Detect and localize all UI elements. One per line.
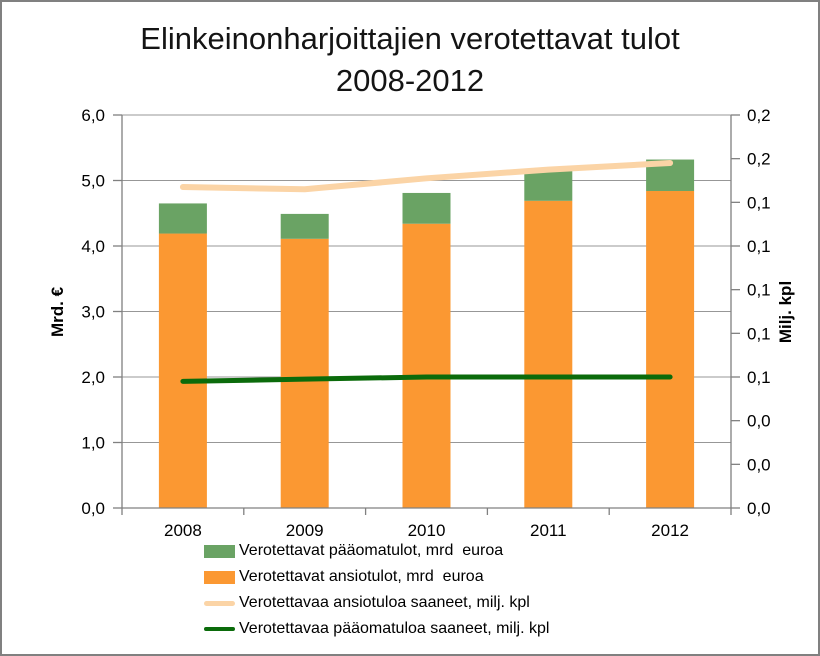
legend-item-paaomatulot-bar: Verotettavat pääomatulot, mrd euroa — [204, 538, 549, 564]
x-axis-category-label: 2010 — [408, 521, 446, 540]
legend-swatch-paaomatuloa-line — [204, 627, 235, 631]
bar-segment — [158, 233, 207, 508]
x-axis-category-label: 2012 — [651, 521, 689, 540]
legend-label: Verotettavat pääomatulot, mrd euroa — [239, 542, 504, 559]
left-axis-tick-label: 5,0 — [81, 172, 105, 191]
legend-item-ansiotulot-bar: Verotettavat ansiotulot, mrd euroa — [204, 564, 549, 590]
left-axis-tick-label: 1,0 — [81, 434, 105, 453]
right-axis-tick-label: 0,1 — [747, 324, 771, 343]
right-axis-tick-label: 0,1 — [747, 368, 771, 387]
left-axis-title: Mrd. € — [48, 286, 67, 337]
bar-segment — [402, 223, 451, 509]
bar-segment — [280, 238, 329, 509]
x-axis-category-label: 2008 — [164, 521, 202, 540]
legend-label: Verotettavaa pääomatuloa saaneet, milj. … — [239, 620, 550, 637]
right-axis-tick-label: 0,0 — [747, 412, 771, 431]
right-axis-title: Milj. kpl — [776, 281, 795, 343]
left-axis-tick-label: 3,0 — [81, 303, 105, 322]
x-axis-category-label: 2011 — [530, 521, 567, 540]
legend-swatch-ansiotuloa-line — [204, 600, 235, 606]
line-series — [179, 160, 674, 193]
legend-label: Verotettavaa ansiotuloa saaneet, milj. k… — [239, 594, 530, 611]
chart-title-line1: Elinkeinonharjoittajien verotettavat tul… — [140, 21, 680, 56]
legend-item-paaomatuloa-saaneet-line: Verotettavaa pääomatuloa saaneet, milj. … — [204, 616, 549, 642]
right-axis-tick-label: 0,2 — [747, 150, 771, 169]
legend-item-ansiotuloa-saaneet-line: Verotettavaa ansiotuloa saaneet, milj. k… — [204, 590, 549, 616]
chart-title: Elinkeinonharjoittajien verotettavat tul… — [2, 18, 818, 102]
left-axis-tick-label: 2,0 — [81, 368, 105, 387]
bar-segment — [158, 203, 207, 234]
left-axis-tick-label: 6,0 — [81, 106, 105, 125]
line-series — [180, 374, 673, 384]
legend-swatch-ansiotulot-bar — [204, 570, 235, 584]
bar-segment — [524, 170, 573, 201]
x-axis-category-label: 2009 — [286, 521, 324, 540]
bar-segment — [646, 190, 695, 509]
left-axis-tick-label: 4,0 — [81, 237, 105, 256]
right-axis-tick-label: 0,2 — [747, 106, 771, 125]
right-axis-tick-label: 0,1 — [747, 281, 771, 300]
right-axis-tick-label: 0,0 — [747, 499, 771, 518]
right-axis-tick-label: 0,1 — [747, 237, 771, 256]
legend: Verotettavat pääomatulot, mrd euroa Vero… — [204, 538, 549, 642]
legend-label: Verotettavat ansiotulot, mrd euroa — [239, 568, 484, 585]
bar-segment — [524, 200, 573, 508]
right-axis-tick-label: 0,1 — [747, 193, 771, 212]
bar-segment — [402, 192, 451, 224]
chart-title-line2: 2008-2012 — [335, 63, 485, 98]
legend-swatch-paaomatulot-bar — [204, 544, 235, 558]
left-axis-tick-label: 0,0 — [81, 499, 105, 518]
bar-segment — [280, 213, 329, 239]
right-axis-tick-label: 0,0 — [747, 455, 771, 474]
